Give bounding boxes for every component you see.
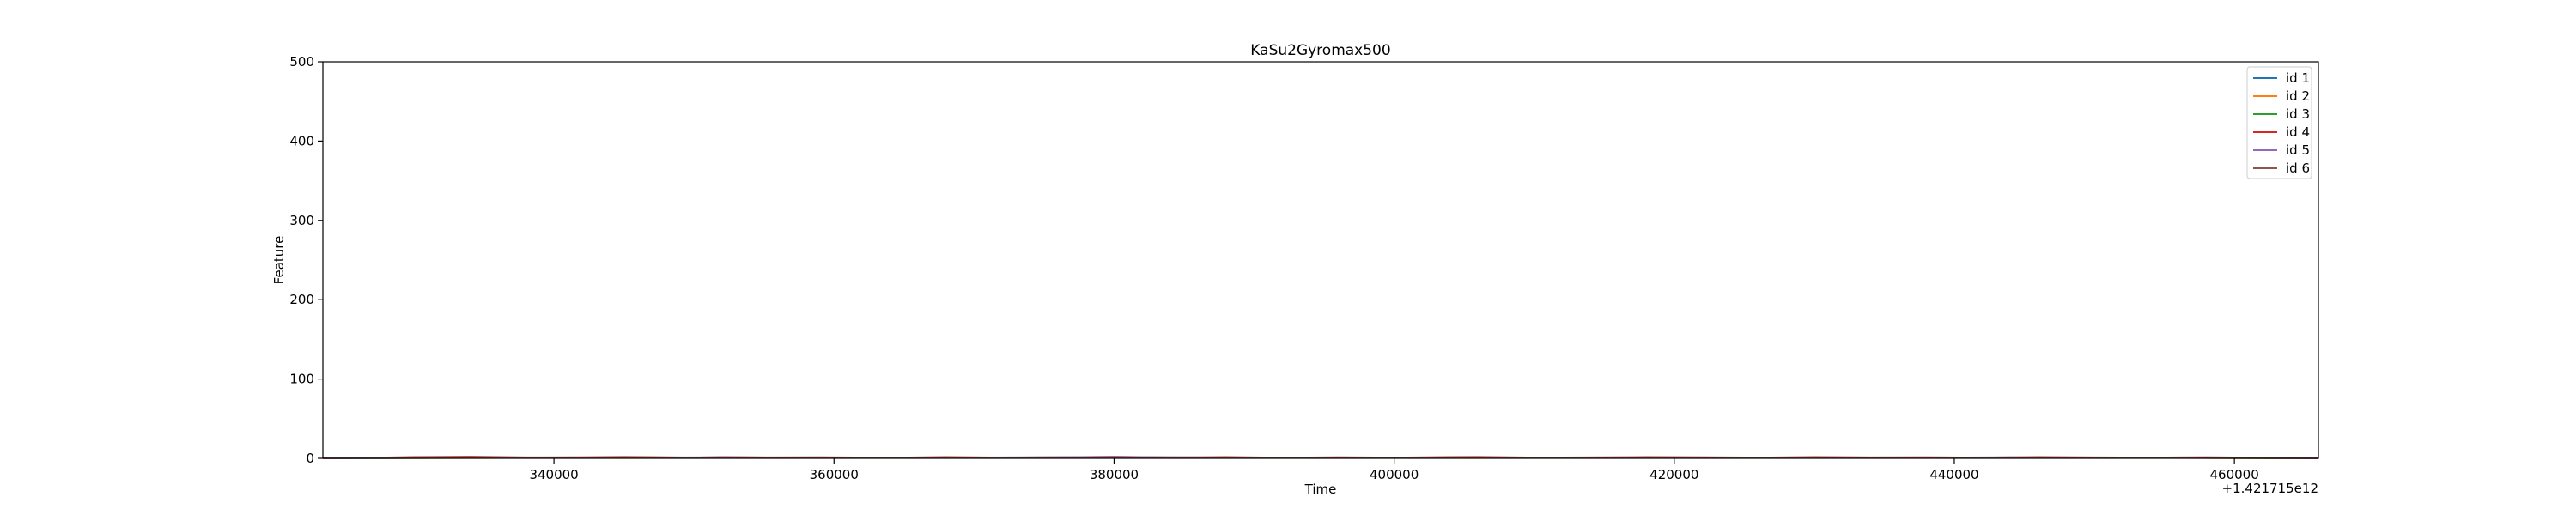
y-axis: 0 100 200 300 400 500 [289,54,323,466]
legend-label: id 1 [2286,70,2310,86]
plot-frame [322,61,2319,459]
legend: id 1 id 2 id 3 id 4 id 5 id 6 [2246,66,2312,179]
legend-label: id 6 [2286,161,2310,176]
x-tick-label: 440000 [1929,467,1978,482]
x-tick-label: 340000 [529,467,578,482]
x-tick-label: 460000 [2210,467,2259,482]
legend-label: id 2 [2286,88,2310,104]
x-tick-label: 420000 [1649,467,1698,482]
x-axis-label: Time [1304,482,1337,497]
legend-label: id 5 [2286,142,2310,158]
x-axis-offset-label: +1.421715e12 [2222,481,2318,496]
x-tick-label: 380000 [1090,467,1139,482]
x-axis: 340000 360000 380000 400000 420000 440000 4600… [529,458,2259,482]
chart-title: KaSu2Gyromax500 [1250,42,1390,59]
y-tick-label: 100 [289,372,314,387]
legend-label: id 3 [2286,106,2310,122]
y-tick-label: 500 [289,54,314,70]
y-axis-label: Feature [271,236,287,285]
y-tick-label: 400 [289,133,314,148]
y-tick-label: 200 [289,292,314,307]
y-tick-label: 0 [306,451,314,466]
x-tick-label: 400000 [1370,467,1419,482]
x-tick-label: 360000 [810,467,859,482]
legend-label: id 4 [2286,124,2310,140]
y-tick-label: 300 [289,213,314,228]
